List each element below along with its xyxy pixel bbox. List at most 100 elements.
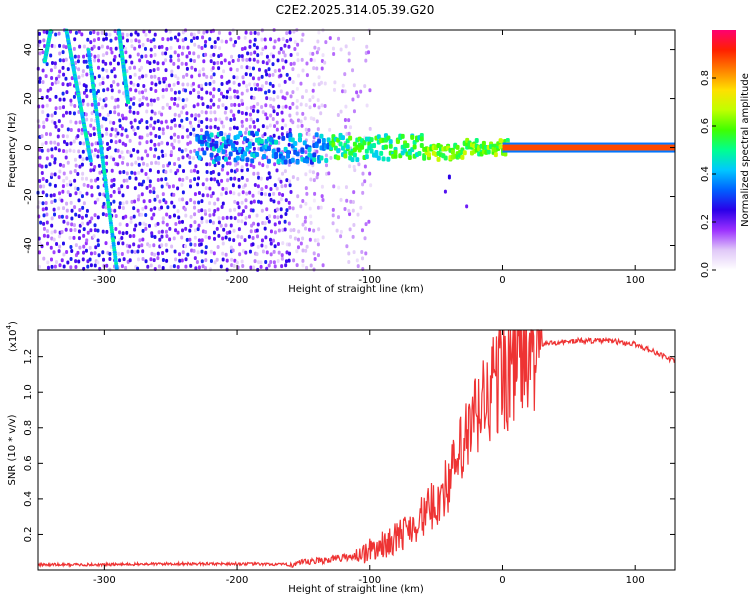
spectrogram-cell — [313, 238, 317, 243]
spectrogram-cell — [133, 131, 137, 136]
spectrogram-cell — [337, 36, 341, 41]
spectrogram-cell — [160, 149, 164, 154]
spectrogram-cell — [194, 164, 198, 169]
spectrogram-cell — [106, 203, 111, 207]
spectrogram-cell — [108, 251, 112, 256]
spectrogram-cell — [220, 167, 224, 172]
spectrogram-cell — [169, 58, 173, 63]
spectrogram-cell — [220, 178, 224, 183]
spectrogram-cell — [275, 168, 279, 173]
spectrogram-cell — [104, 96, 108, 101]
spectrogram-cell — [132, 110, 136, 115]
spectrogram-cell — [168, 214, 172, 219]
spectrogram-cell — [49, 53, 53, 58]
spectrogram-cell — [38, 155, 42, 160]
spectrogram-cell — [284, 123, 288, 128]
spectrogram-cell — [296, 118, 300, 123]
spectrogram-cell — [271, 72, 275, 77]
spectrogram-cell — [38, 147, 42, 152]
spectrogram-cell — [301, 68, 305, 73]
spectrogram-cell — [165, 248, 169, 253]
spectrogram-cell — [107, 208, 112, 212]
spectrogram-cell — [141, 249, 145, 254]
spectrogram-cell — [312, 117, 316, 122]
spectrogram-cell — [113, 208, 117, 213]
spectrogram-cell — [251, 236, 255, 241]
spectrogram-cell — [121, 206, 125, 211]
spectrogram-cell — [118, 230, 122, 235]
spectrogram-cell — [140, 135, 144, 140]
spectrogram-cell — [236, 95, 240, 100]
spectrogram-cell — [316, 127, 320, 132]
spectrogram-cell — [112, 121, 116, 126]
spectrogram-cell — [197, 223, 201, 228]
spectrogram-cell — [236, 58, 240, 63]
spectrogram-cell — [216, 36, 220, 41]
spectrogram-cell — [288, 133, 293, 139]
spectrogram-cell — [60, 198, 64, 203]
spectrogram-cell — [126, 249, 130, 254]
spectrogram-cell — [284, 259, 288, 264]
spectrogram-cell — [277, 250, 281, 255]
spectrogram-cell — [331, 221, 335, 226]
spectrogram-cell — [160, 140, 164, 145]
spectrogram-cell — [236, 201, 240, 206]
spectrogram-cell — [118, 118, 122, 123]
spectrogram-cell — [356, 264, 360, 269]
spectrogram-cell — [58, 51, 62, 56]
spectrogram-frame — [37, 29, 676, 271]
spectrogram-cell — [465, 204, 469, 209]
spectrogram-cell — [144, 88, 148, 93]
spectrogram-cell — [265, 250, 269, 255]
spectrogram-cell — [192, 248, 196, 253]
spectrogram-cell — [232, 80, 236, 85]
spectrogram-cell — [348, 227, 352, 232]
spectrogram-cell — [312, 152, 317, 158]
spectrogram-cell — [271, 105, 275, 110]
spectrogram-cell — [188, 160, 192, 165]
spectrogram-cell — [121, 35, 125, 40]
spectrogram-cell — [182, 168, 186, 173]
spectrogram-cell — [251, 242, 255, 247]
spectrogram-cell — [172, 192, 176, 197]
spectrogram-cell — [96, 31, 100, 36]
spectrogram-cell — [223, 143, 228, 149]
spectrogram-cell — [53, 264, 57, 269]
spectrogram-cell — [101, 167, 106, 171]
spectrogram-cell — [178, 45, 182, 50]
spectrogram-cell — [417, 151, 422, 157]
spectrogram-cell — [157, 155, 161, 160]
spectrogram-cell — [221, 163, 225, 168]
spectrogram-cell — [110, 232, 115, 236]
spectrogram-cell — [220, 60, 224, 65]
spectrogram-cell — [186, 141, 190, 146]
spectrogram-cell — [169, 153, 173, 158]
spectrogram-cell — [161, 131, 165, 136]
spectrogram-cell — [113, 74, 117, 79]
spectrogram-cell — [69, 128, 73, 133]
spectrogram-cell — [189, 198, 193, 203]
spectrogram-cell — [88, 63, 93, 67]
spectrogram-cell — [98, 192, 102, 197]
spectrogram-cell — [193, 205, 197, 210]
spectrogram-cell — [93, 99, 98, 103]
spectrogram-cell — [200, 139, 205, 145]
spectrogram-cell — [277, 83, 281, 88]
spectrogram-cell — [108, 120, 112, 125]
spectrogram-cell — [62, 139, 66, 144]
spectrogram-cell — [45, 117, 49, 122]
spectrogram-x-label: Height of straight line (km) — [288, 284, 424, 295]
spectrogram-cell — [220, 82, 224, 87]
spectrogram-cell — [106, 205, 111, 209]
spectrogram-cell — [359, 89, 363, 94]
spectrogram-cell — [205, 29, 209, 34]
spectrogram-cell — [208, 162, 212, 167]
spectrogram-cell — [38, 51, 42, 56]
spectrogram-cell — [197, 119, 201, 124]
spectrogram-cell — [133, 171, 137, 176]
spectrogram-cell — [312, 82, 316, 87]
spectrogram-cell — [66, 221, 70, 226]
spectrogram-cell — [264, 80, 268, 85]
spectrogram-cell — [50, 60, 54, 65]
